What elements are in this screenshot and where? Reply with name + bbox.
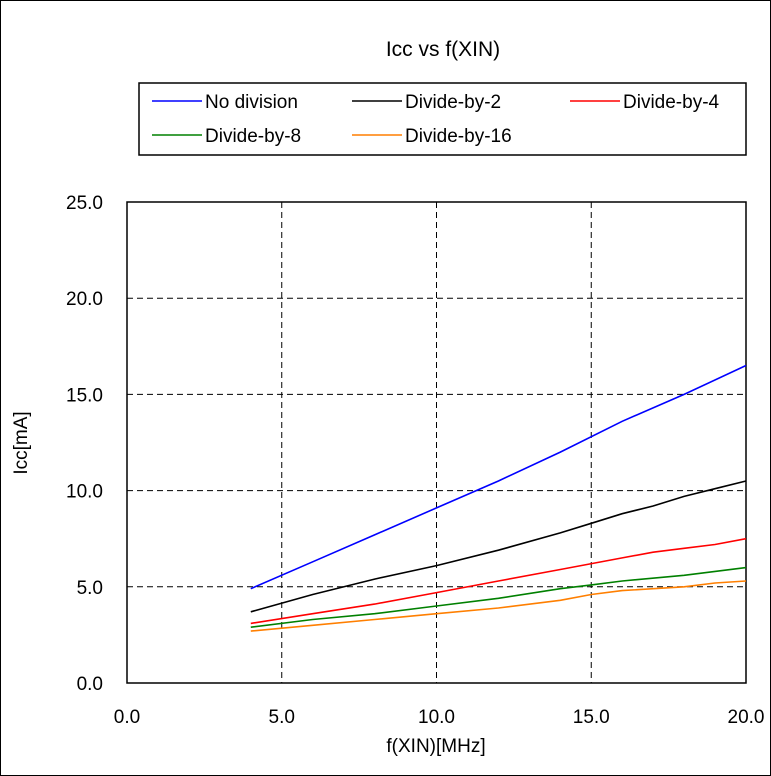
y-tick-label: 0.0 <box>77 674 103 695</box>
legend-label-4: Divide-by-8 <box>205 126 301 147</box>
y-axis-label: Icc[mA] <box>11 411 32 474</box>
y-tick-label: 20.0 <box>66 289 103 310</box>
grid <box>127 202 746 683</box>
series-layer <box>250 364 747 632</box>
legend-label-5: Divide-by-16 <box>405 126 512 147</box>
y-tick-label: 15.0 <box>66 385 103 406</box>
x-tick-label: 10.0 <box>418 707 455 728</box>
series-line-3 <box>250 537 747 625</box>
series-line-5 <box>250 580 747 632</box>
tick-labels: 0.0 5.0 10.0 15.0 20.0 0.0 5.0 10.0 15.0 20.0 25.0 <box>66 193 764 728</box>
x-tick-label: 15.0 <box>573 707 610 728</box>
x-tick-label: 5.0 <box>269 707 295 728</box>
legend-label-2: Divide-by-2 <box>405 92 501 113</box>
legend: No division Divide-by-2 Divide-by-4 Divide-… <box>138 82 747 156</box>
x-tick-label: 0.0 <box>114 707 140 728</box>
series-line-1 <box>250 364 747 590</box>
chart-title: Icc vs f(XIN) <box>386 38 500 61</box>
y-tick-label: 25.0 <box>66 193 103 214</box>
legend-label-3: Divide-by-4 <box>623 92 720 113</box>
x-tick-label: 20.0 <box>728 707 765 728</box>
x-axis-label: f(XIN)[MHz] <box>386 736 485 757</box>
legend-label-1: No division <box>205 92 298 113</box>
legend-box <box>138 82 747 156</box>
series-line-2 <box>250 480 747 613</box>
series-line-4 <box>250 566 747 628</box>
y-tick-label: 5.0 <box>77 578 103 599</box>
y-tick-label: 10.0 <box>66 482 103 503</box>
